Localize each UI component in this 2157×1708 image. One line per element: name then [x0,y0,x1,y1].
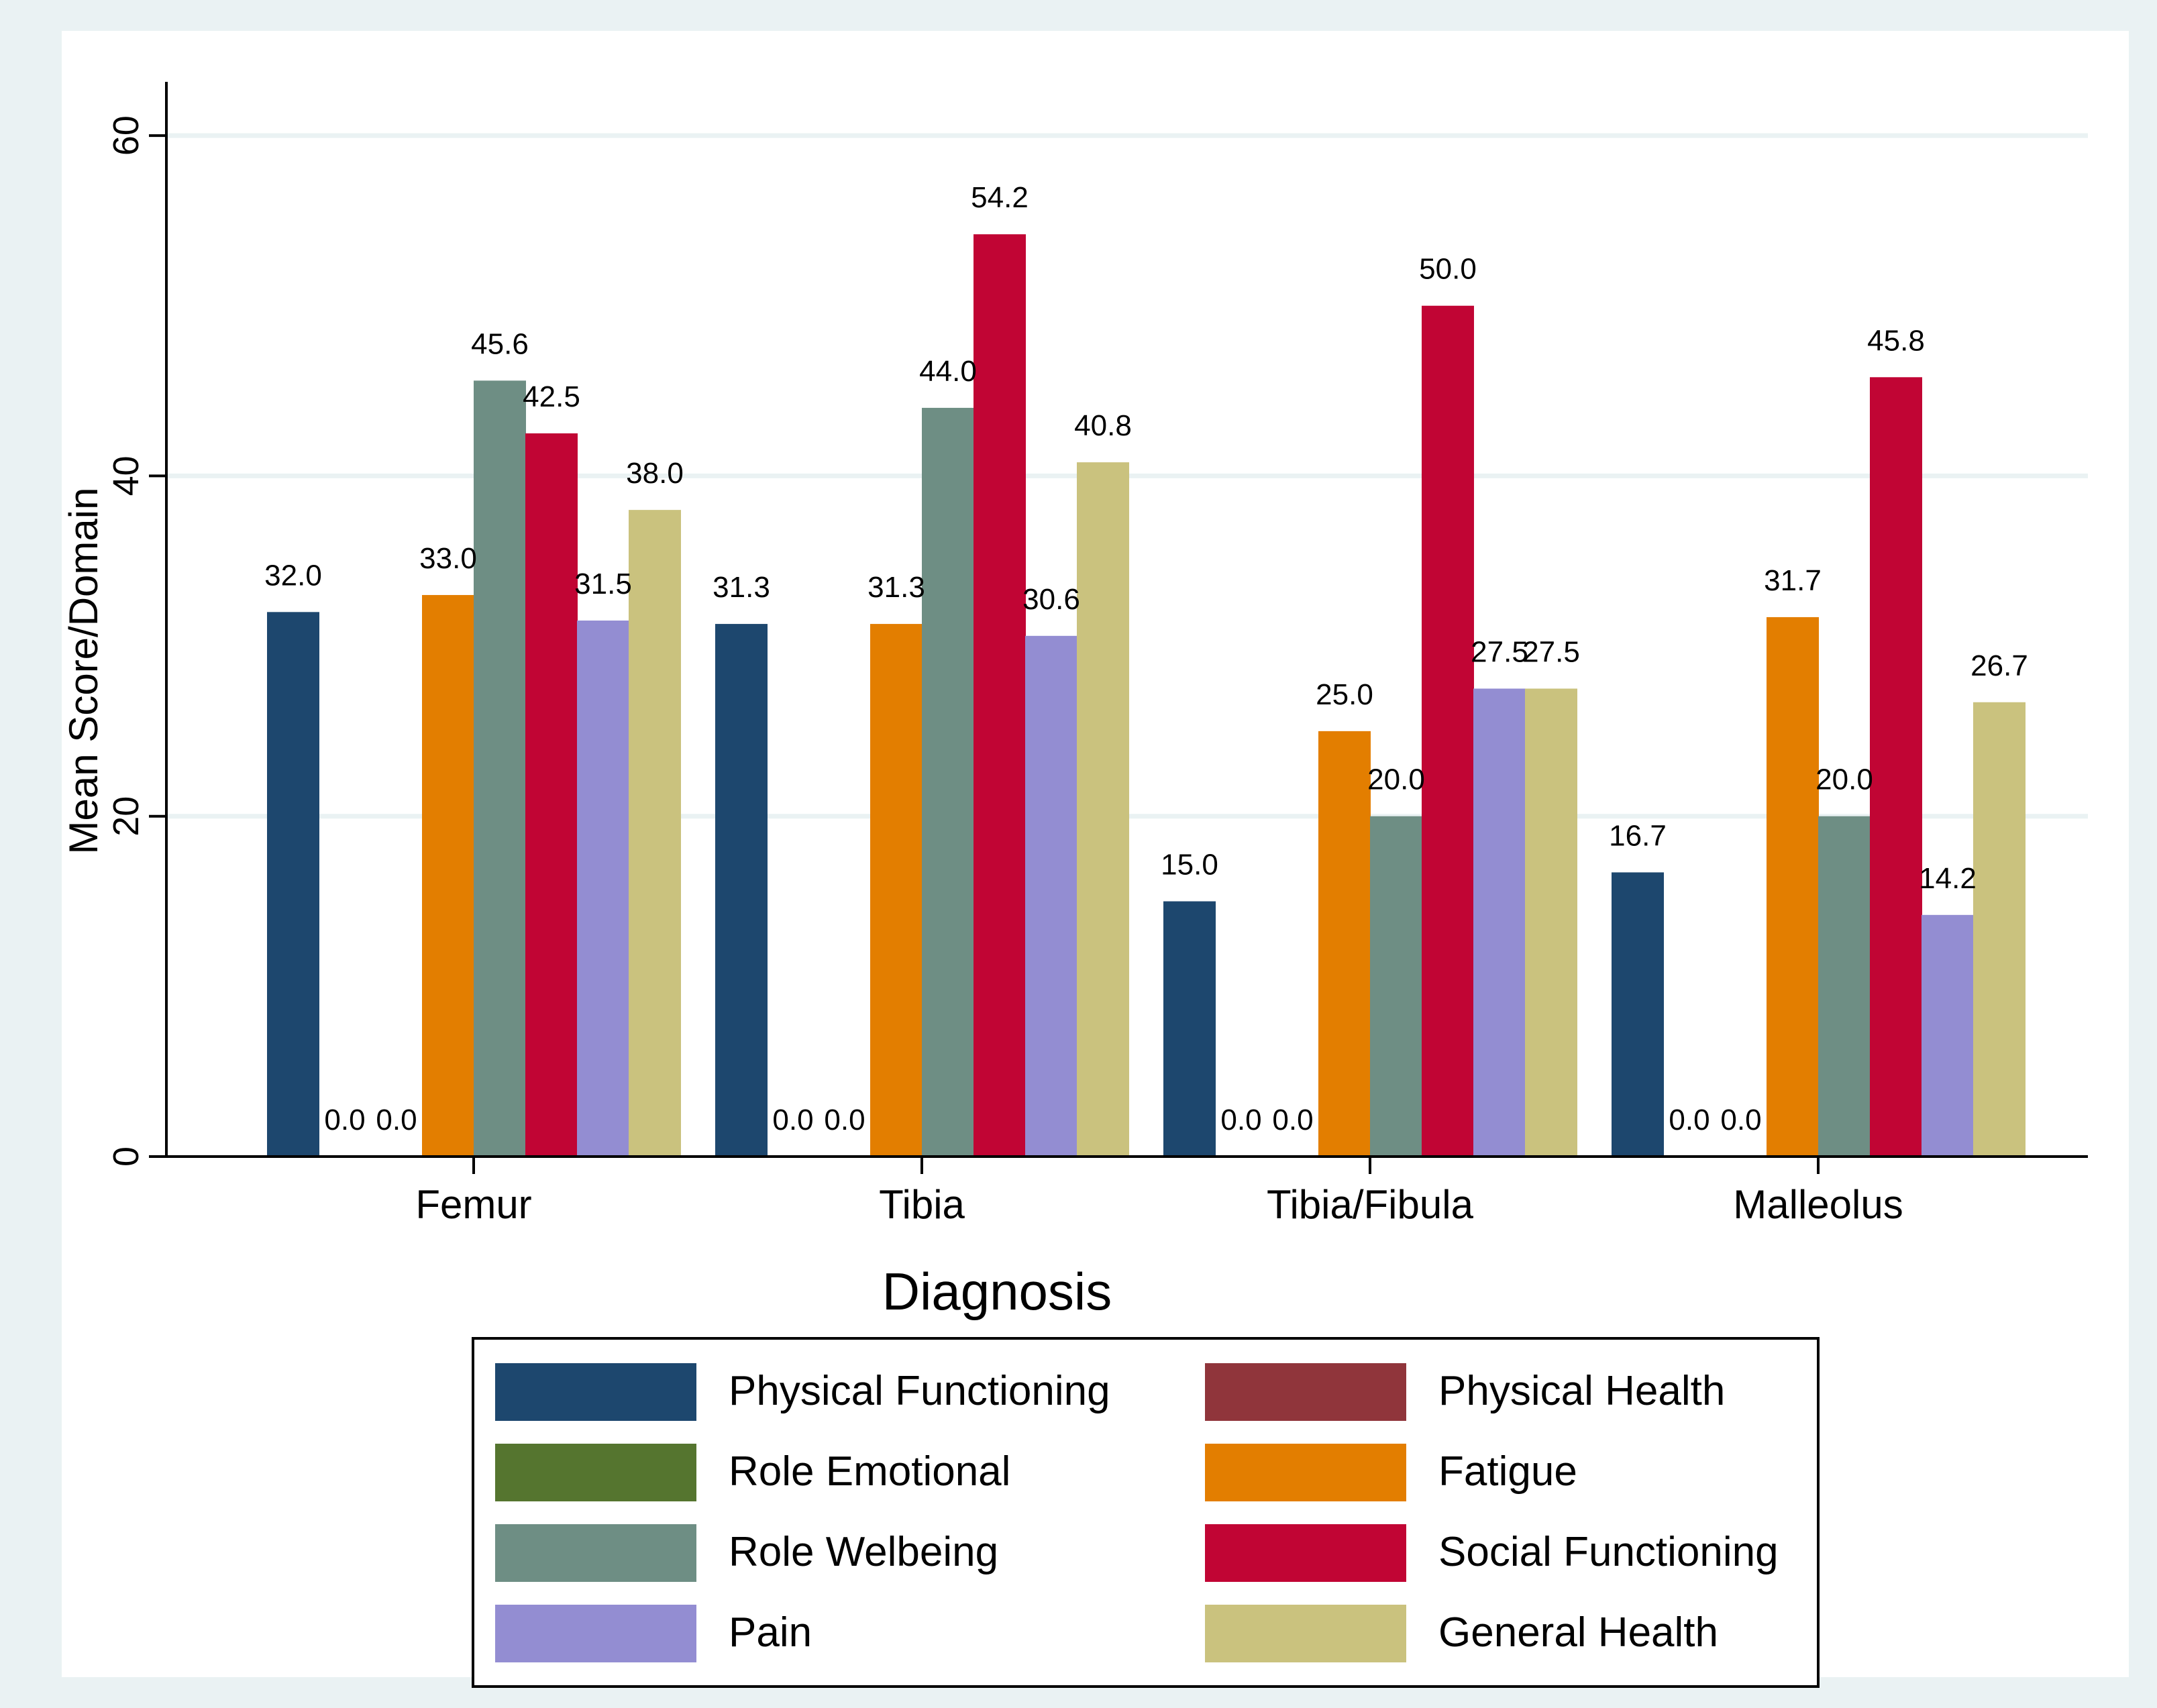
bar-1-4 [922,407,974,1157]
bar-0-3 [422,594,474,1157]
legend-swatch [1205,1363,1406,1421]
legend-box [472,1337,1820,1688]
legend-label: General Health [1438,1609,1718,1656]
data-label: 0.0 [376,1104,417,1136]
data-label: 54.2 [971,181,1029,214]
legend-swatch [1205,1605,1406,1662]
data-label: 27.5 [1471,635,1528,668]
data-label: 33.0 [419,542,477,575]
data-label: 0.0 [1272,1104,1313,1136]
data-label: 31.3 [867,571,925,604]
bar-1-5 [974,234,1026,1157]
data-label: 15.0 [1161,849,1218,882]
bar-3-4 [1818,816,1871,1157]
bar-3-7 [1973,702,2026,1157]
legend-swatch [495,1363,696,1421]
bar-3-6 [1922,914,1974,1157]
bar-0-4 [474,380,526,1157]
legend-label: Role Welbeing [729,1529,998,1575]
x-axis-title: Diagnosis [882,1262,1112,1321]
data-label: 31.5 [574,568,632,600]
bar-0-6 [577,621,629,1157]
y-axis-title: Mean Score/Domain [61,488,106,855]
bar-2-0 [1163,901,1216,1157]
legend-swatch [1205,1524,1406,1582]
x-tick-label: Tibia/Fibula [1267,1182,1474,1227]
data-label: 20.0 [1367,763,1425,796]
bar-2-6 [1473,688,1526,1157]
data-label: 30.6 [1022,583,1080,616]
legend-swatch [495,1524,696,1582]
legend-label: Physical Functioning [729,1368,1110,1414]
bar-0-5 [525,433,578,1157]
legend-label: Role Emotional [729,1448,1010,1495]
legend-label: Social Functioning [1438,1529,1779,1575]
legend-swatch [1205,1444,1406,1501]
data-label: 38.0 [626,457,684,490]
data-label: 14.2 [1919,862,1977,895]
legend-label: Pain [729,1609,812,1656]
axes: 0 20 40 60 Femur Tibia Tibia/Fibula Malleolus [106,82,2088,1227]
data-label: 26.7 [1970,649,2028,682]
bar-0-7 [629,510,681,1157]
data-label: 44.0 [919,355,977,388]
legend-swatch [495,1605,696,1662]
bars [267,234,2026,1157]
bar-1-3 [870,624,923,1157]
data-label: 0.0 [824,1104,865,1136]
legend: Physical Functioning Physical Health Role … [472,1337,1820,1688]
bar-3-3 [1767,617,1819,1157]
x-tick-label: Femur [415,1182,531,1227]
data-label: 16.7 [1609,819,1667,852]
data-label: 0.0 [324,1104,365,1136]
data-label: 40.8 [1074,409,1132,442]
data-label: 20.0 [1816,763,1873,796]
legend-label: Physical Health [1438,1368,1725,1414]
bar-3-5 [1870,377,1922,1157]
bar-3-0 [1612,872,1664,1157]
data-label: 45.8 [1867,324,1925,357]
data-labels: 32.0 0.0 0.0 33.0 45.6 42.5 31.5 38.0 31.3 0.0 0.0… [264,181,2028,1136]
data-label: 0.0 [772,1104,813,1136]
bar-2-3 [1318,731,1371,1157]
data-label: 0.0 [1720,1104,1761,1136]
y-tick-label: 0 [106,1146,146,1167]
data-label: 0.0 [1669,1104,1709,1136]
bar-0-0 [267,612,319,1157]
bar-1-6 [1025,635,1077,1157]
bar-2-4 [1370,816,1422,1157]
data-label: 32.0 [264,559,322,592]
x-tick-label: Malleolus [1733,1182,1903,1227]
data-label: 31.7 [1764,564,1822,597]
y-tick-label: 20 [106,796,146,837]
data-label: 45.6 [471,327,529,360]
y-tick-label: 60 [106,115,146,156]
bar-2-7 [1525,688,1577,1157]
data-label: 42.5 [523,380,580,413]
data-label: 31.3 [713,571,770,604]
legend-swatch [495,1444,696,1501]
bar-1-0 [715,624,768,1157]
x-tick-label: Tibia [879,1182,965,1227]
data-label: 25.0 [1316,678,1373,711]
data-label: 0.0 [1220,1104,1261,1136]
legend-label: Fatigue [1438,1448,1577,1495]
bar-1-7 [1077,462,1129,1157]
data-label: 50.0 [1419,253,1477,286]
y-tick-label: 40 [106,456,146,496]
bar-2-5 [1422,305,1474,1157]
data-label: 27.5 [1522,635,1580,668]
